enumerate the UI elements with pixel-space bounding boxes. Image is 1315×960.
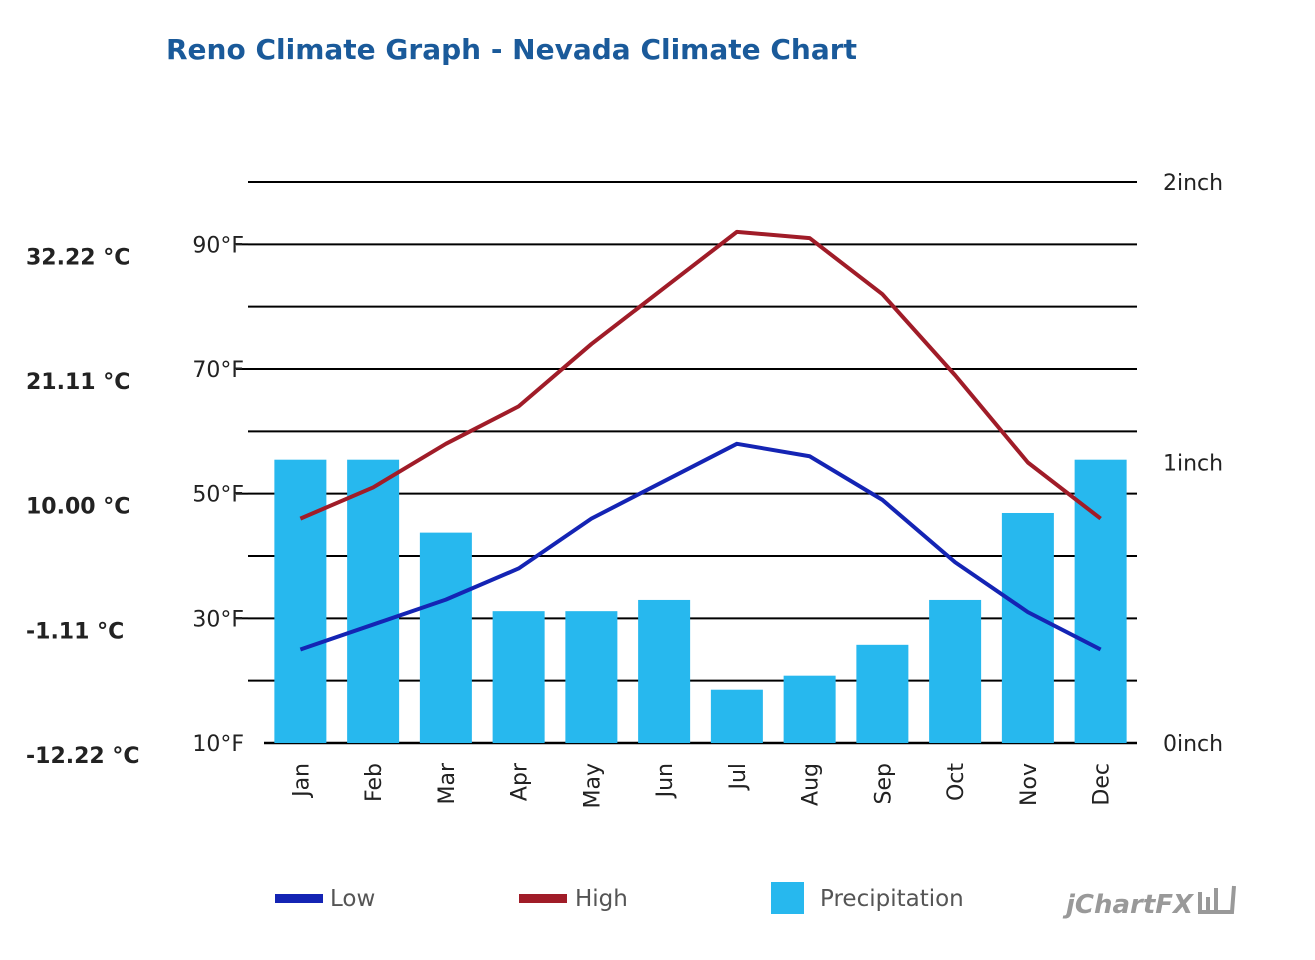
fahrenheit-tick-label: 50°F [192, 483, 244, 508]
inch-tick-label: 2inch [1163, 171, 1223, 196]
precipitation-bar-apr [492, 611, 545, 743]
precipitation-bars [274, 459, 1127, 743]
month-axis: Jan Feb Mar Apr May Jun Jul Aug Sep Oct Nov Dec [289, 762, 1114, 808]
month-label: Jan [289, 763, 314, 799]
precipitation-bar-jun [638, 599, 691, 743]
month-label: Jun [653, 763, 678, 799]
inch-tick-label: 0inch [1163, 732, 1223, 757]
precipitation-bar-nov [1001, 512, 1054, 743]
legend-swatch-precipitation [771, 882, 804, 914]
month-label: Dec [1090, 763, 1115, 806]
celsius-axis: 32.22 °C 21.11 °C 10.00 °C -1.11 °C -12.22 °… [26, 245, 140, 769]
month-label: Nov [1017, 763, 1042, 806]
month-label: Mar [435, 762, 460, 804]
precipitation-bar-jul [710, 689, 763, 743]
precipitation-bar-mar [419, 532, 472, 743]
fahrenheit-tick-label: 30°F [192, 607, 244, 632]
precipitation-bar-may [565, 611, 618, 743]
celsius-tick-label: -1.11 °C [26, 619, 124, 644]
month-label: Jul [726, 763, 751, 792]
fahrenheit-tick-label: 90°F [192, 233, 244, 258]
chart-logo-icon [1198, 885, 1236, 914]
month-label: Aug [799, 763, 824, 806]
month-label: Sep [871, 763, 896, 804]
precipitation-bar-sep [856, 644, 909, 743]
celsius-tick-label: 10.00 °C [26, 495, 130, 520]
celsius-tick-label: -12.22 °C [26, 744, 140, 769]
month-label: Oct [944, 763, 969, 801]
month-label: Apr [508, 762, 533, 801]
legend-swatch-high [519, 894, 567, 903]
chart-title: Reno Climate Graph - Nevada Climate Char… [166, 33, 857, 66]
inch-axis: 2inch 1inch 0inch [1163, 171, 1223, 757]
legend-label: Low [330, 886, 375, 912]
inch-tick-label: 1inch [1163, 452, 1223, 477]
legend-label: High [575, 886, 628, 912]
high-line [299, 229, 1102, 521]
precipitation-bar-oct [929, 599, 982, 743]
fahrenheit-axis: 90°F 70°F 50°F 30°F 10°F [192, 233, 248, 757]
precipitation-bar-jan [274, 459, 327, 743]
low-line [299, 441, 1102, 652]
fahrenheit-tick-label: 70°F [192, 358, 244, 383]
temperature-lines [299, 229, 1102, 652]
month-label: Feb [362, 763, 387, 802]
precipitation-bar-aug [783, 675, 836, 743]
legend: Low High Precipitation [275, 882, 964, 914]
jchartfx-logo: jChartFX [1062, 885, 1236, 920]
month-label: May [580, 763, 605, 808]
fahrenheit-tick-label: 10°F [192, 732, 244, 757]
precipitation-bar-feb [347, 459, 400, 743]
celsius-tick-label: 21.11 °C [26, 370, 130, 395]
legend-label: Precipitation [820, 886, 964, 912]
celsius-tick-label: 32.22 °C [26, 245, 130, 270]
watermark-text: jChartFX [1062, 890, 1195, 920]
legend-swatch-low [275, 894, 323, 903]
